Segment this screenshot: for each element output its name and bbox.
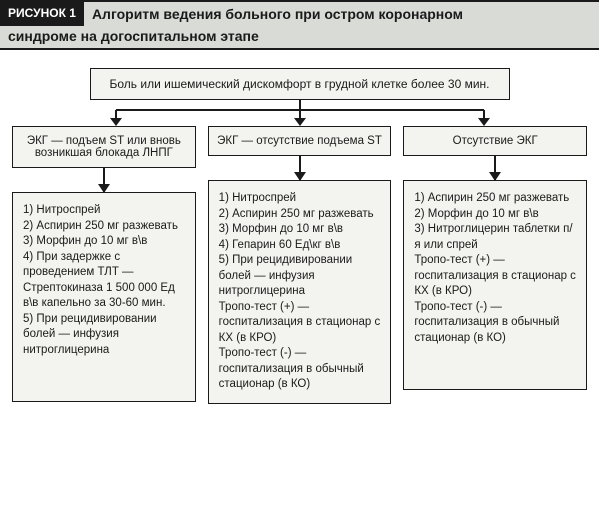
actions-node-3: 1) Аспирин 250 мг разжевать 2) Морфин до… [403, 180, 587, 390]
actions-node-2: 1) Нитроспрей 2) Аспирин 250 мг разжеват… [208, 180, 392, 404]
column-1: ЭКГ — подъем ST или вновь возникшая блок… [12, 126, 196, 404]
column-3: Отсутствие ЭКГ 1) Аспирин 250 мг разжева… [403, 126, 587, 404]
root-node: Боль или ишемический дискомфорт в грудно… [90, 68, 510, 100]
columns: ЭКГ — подъем ST или вновь возникшая блок… [12, 126, 587, 404]
decision-node-3: Отсутствие ЭКГ [403, 126, 587, 156]
figure-tag: РИСУНОК 1 [0, 0, 84, 26]
decision-node-1: ЭКГ — подъем ST или вновь возникшая блок… [12, 126, 196, 168]
column-2: ЭКГ — отсутствие подъема ST 1) Нитроспре… [208, 126, 392, 404]
arrow-icon [103, 168, 105, 192]
flowchart-canvas: Боль или ишемический дискомфорт в грудно… [0, 50, 599, 414]
arrow-icon [299, 156, 301, 180]
actions-node-1: 1) Нитроспрей 2) Аспирин 250 мг разжеват… [12, 192, 196, 402]
branch-svg [20, 100, 580, 126]
figure-title-line2: синдроме на догоспитальном этапе [0, 26, 599, 50]
branch-connector [12, 100, 587, 126]
figure-title-line1: Алгоритм ведения больного при остром кор… [84, 0, 599, 26]
decision-node-2: ЭКГ — отсутствие подъема ST [208, 126, 392, 156]
arrow-icon [494, 156, 496, 180]
figure-header: РИСУНОК 1 Алгоритм ведения больного при … [0, 0, 599, 26]
